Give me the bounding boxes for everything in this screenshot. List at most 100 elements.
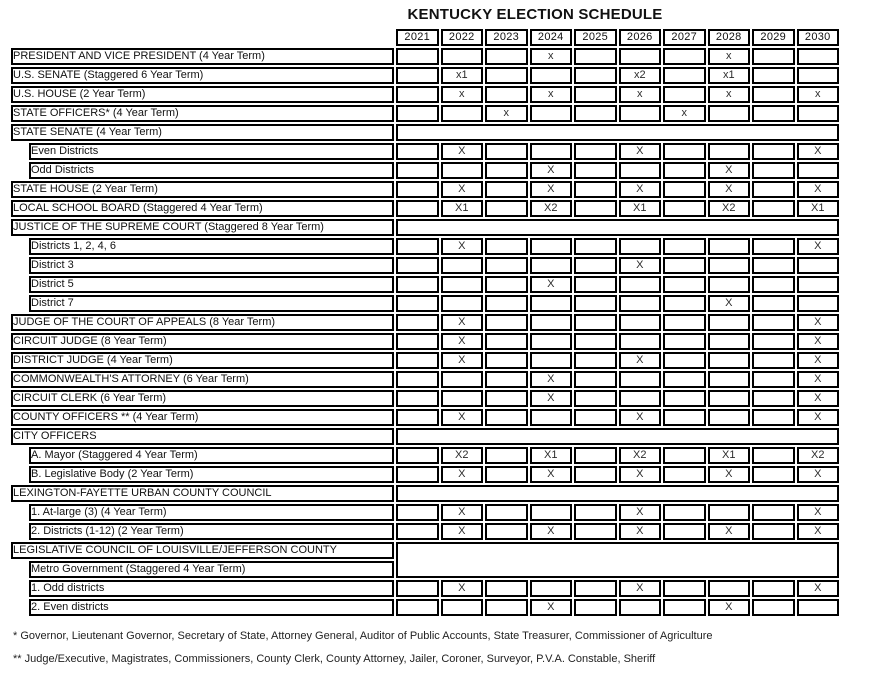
table-row: CITY OFFICERS bbox=[11, 428, 839, 445]
year-cell-2024: X bbox=[529, 371, 572, 388]
row-label: District 7 bbox=[29, 295, 394, 312]
year-cell-2023 bbox=[485, 257, 528, 274]
row-label: Metro Government (Staggered 4 Year Term) bbox=[29, 561, 394, 578]
year-cell-2025 bbox=[574, 466, 617, 483]
row-label: Even Districts bbox=[29, 143, 394, 160]
page-title: KENTUCKY ELECTION SCHEDULE bbox=[407, 6, 663, 23]
row-label: U.S. SENATE (Staggered 6 Year Term) bbox=[11, 67, 394, 84]
year-header-2021: 2021 bbox=[396, 29, 439, 46]
year-cell-2025 bbox=[574, 371, 617, 388]
year-cell-2027 bbox=[663, 238, 706, 255]
year-cell-2030 bbox=[796, 105, 839, 122]
year-cell-2030: X2 bbox=[796, 447, 839, 464]
year-cell-2029 bbox=[752, 314, 795, 331]
year-cell-2022 bbox=[440, 257, 483, 274]
year-cell-2024 bbox=[529, 295, 572, 312]
year-cell-2026: X bbox=[618, 580, 661, 597]
row-label: A. Mayor (Staggered 4 Year Term) bbox=[29, 447, 394, 464]
row-label: JUDGE OF THE COURT OF APPEALS (8 Year Te… bbox=[11, 314, 394, 331]
year-cell-2023: x bbox=[485, 105, 528, 122]
year-cell-2024: X bbox=[529, 181, 572, 198]
year-cell-2023 bbox=[485, 523, 528, 540]
year-cell-2021 bbox=[396, 181, 439, 198]
year-cell-2027: x bbox=[663, 105, 706, 122]
year-cell-2030 bbox=[796, 257, 839, 274]
year-cell-2021 bbox=[396, 599, 439, 616]
year-cell-2029 bbox=[752, 105, 795, 122]
year-cell-2027 bbox=[663, 599, 706, 616]
year-cell-2029 bbox=[752, 238, 795, 255]
year-cell-2029 bbox=[752, 67, 795, 84]
year-header-2022: 2022 bbox=[440, 29, 483, 46]
row-label: Odd Districts bbox=[29, 162, 394, 179]
year-cell-2027 bbox=[663, 181, 706, 198]
year-cell-2027 bbox=[663, 409, 706, 426]
table-row: LOCAL SCHOOL BOARD (Staggered 4 Year Ter… bbox=[11, 200, 839, 217]
section-label: JUSTICE OF THE SUPREME COURT (Staggered … bbox=[11, 219, 394, 236]
year-cell-2022: X bbox=[440, 523, 483, 540]
year-cell-2025 bbox=[574, 447, 617, 464]
year-cell-2021 bbox=[396, 105, 439, 122]
table-row: B. Legislative Body (2 Year Term) X X X X X bbox=[11, 466, 839, 483]
year-cell-2025 bbox=[574, 390, 617, 407]
year-cell-2026 bbox=[618, 276, 661, 293]
footnote-state-officers: * Governor, Lieutenant Governor, Secreta… bbox=[13, 630, 713, 642]
indent-spacer bbox=[11, 504, 27, 521]
year-cell-2023 bbox=[485, 580, 528, 597]
indent-spacer bbox=[11, 599, 27, 616]
year-header-2025: 2025 bbox=[574, 29, 617, 46]
year-cell-2021 bbox=[396, 523, 439, 540]
year-cell-2026: X2 bbox=[618, 447, 661, 464]
year-cell-2028: X2 bbox=[707, 200, 750, 217]
year-cell-2024: X2 bbox=[529, 200, 572, 217]
year-cell-2028: x bbox=[707, 86, 750, 103]
year-cell-2024 bbox=[529, 238, 572, 255]
indent-spacer bbox=[11, 561, 27, 578]
year-cell-2026 bbox=[618, 48, 661, 65]
year-cell-2021 bbox=[396, 295, 439, 312]
year-cell-2027 bbox=[663, 523, 706, 540]
year-cell-2026: X bbox=[618, 352, 661, 369]
year-cell-2024: X bbox=[529, 276, 572, 293]
year-cell-2025 bbox=[574, 504, 617, 521]
year-cell-2029 bbox=[752, 200, 795, 217]
year-header-2024: 2024 bbox=[529, 29, 572, 46]
year-cell-2030: x bbox=[796, 86, 839, 103]
row-label: PRESIDENT AND VICE PRESIDENT (4 Year Ter… bbox=[11, 48, 394, 65]
year-cell-2028: X bbox=[707, 599, 750, 616]
year-cell-2023 bbox=[485, 143, 528, 160]
year-cell-2021 bbox=[396, 466, 439, 483]
year-cell-2024 bbox=[529, 504, 572, 521]
year-cell-2025 bbox=[574, 238, 617, 255]
year-cell-2025 bbox=[574, 352, 617, 369]
row-label: STATE OFFICERS* (4 Year Term) bbox=[11, 105, 394, 122]
year-cell-2025 bbox=[574, 295, 617, 312]
year-cell-2024: X1 bbox=[529, 447, 572, 464]
year-cell-2029 bbox=[752, 86, 795, 103]
table-row: U.S. SENATE (Staggered 6 Year Term) x1 x2 x… bbox=[11, 67, 839, 84]
year-cell-2026 bbox=[618, 295, 661, 312]
year-cell-2026 bbox=[618, 371, 661, 388]
year-cell-2025 bbox=[574, 257, 617, 274]
year-cell-2021 bbox=[396, 162, 439, 179]
table-row: LEGISLATIVE COUNCIL OF LOUISVILLE/JEFFER… bbox=[11, 542, 839, 578]
row-label: LOCAL SCHOOL BOARD (Staggered 4 Year Ter… bbox=[11, 200, 394, 217]
year-cell-2026: X bbox=[618, 523, 661, 540]
table-row: 2. Districts (1-12) (2 Year Term) X X X X X bbox=[11, 523, 839, 540]
year-cell-2024 bbox=[529, 314, 572, 331]
year-cell-2023 bbox=[485, 200, 528, 217]
year-cell-2025 bbox=[574, 143, 617, 160]
year-cell-2030: X bbox=[796, 523, 839, 540]
section-years-cell bbox=[396, 219, 839, 236]
year-cell-2022: x bbox=[440, 86, 483, 103]
year-cell-2025 bbox=[574, 181, 617, 198]
year-cell-2025 bbox=[574, 48, 617, 65]
indent-spacer bbox=[11, 523, 27, 540]
year-cell-2027 bbox=[663, 276, 706, 293]
table-row: COUNTY OFFICERS ** (4 Year Term) X X X bbox=[11, 409, 839, 426]
year-cell-2026: X bbox=[618, 504, 661, 521]
year-cell-2026: X bbox=[618, 181, 661, 198]
row-label: COMMONWEALTH'S ATTORNEY (6 Year Term) bbox=[11, 371, 394, 388]
table-row: LEXINGTON-FAYETTE URBAN COUNTY COUNCIL bbox=[11, 485, 839, 502]
year-cell-2028: x bbox=[707, 48, 750, 65]
